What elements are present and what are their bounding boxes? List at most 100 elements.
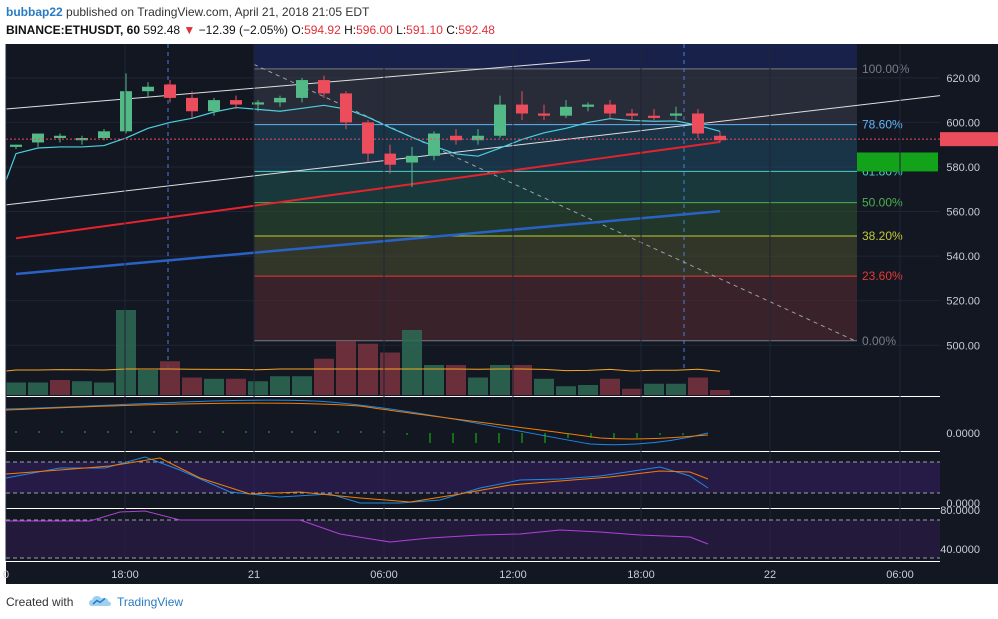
ma-slow-line — [15, 209, 721, 276]
volume-bar — [688, 377, 708, 395]
candle-body — [494, 104, 506, 136]
candle-body — [362, 122, 374, 154]
volume-bar — [270, 376, 290, 395]
fib-level-label: 100.00% — [862, 62, 910, 76]
volume-bar — [534, 378, 554, 395]
ma-fast-line — [5, 104, 721, 181]
fib-trend-line — [253, 64, 856, 342]
price-change: −12.39 (−2.05%) — [198, 23, 289, 37]
volume-bar — [644, 383, 664, 395]
volume-bar — [6, 382, 26, 395]
volume-bar — [468, 377, 488, 395]
candle-body — [604, 104, 616, 114]
volume-bar — [50, 380, 70, 395]
volume-bar — [182, 377, 202, 395]
macd-line — [5, 399, 709, 446]
tradingview-logo-icon[interactable] — [88, 593, 112, 609]
symbol-info: BINANCE:ETHUSDT, 60 592.48 ▼ −12.39 (−2.… — [6, 23, 495, 37]
volume-bar — [226, 378, 246, 395]
price-tick-label: 520.00 — [946, 296, 980, 308]
price-tick-label: 600.00 — [946, 117, 980, 129]
volume-bar — [336, 341, 356, 395]
high-value: 596.00 — [356, 23, 393, 37]
down-triangle-icon: ▼ — [183, 23, 196, 37]
candle-body — [472, 135, 484, 141]
last-price-tag — [940, 132, 998, 147]
low-value: 591.10 — [406, 23, 443, 37]
candle-body — [406, 155, 418, 163]
fib-level-label: 0.00% — [862, 334, 896, 348]
stoch-tick-label: 0.0000 — [946, 498, 980, 510]
stoch-band — [6, 462, 940, 493]
volume-bar — [424, 365, 444, 395]
price-tick-label: 620.00 — [946, 73, 980, 85]
macd-tick-label: 0.0000 — [946, 428, 980, 440]
fib-zone — [254, 171, 857, 203]
volume-bar — [314, 358, 334, 395]
stoch-d-line — [5, 457, 709, 503]
low-label: L: — [396, 23, 407, 37]
volume-bar — [292, 376, 312, 395]
volume-bar — [402, 330, 422, 395]
candle-body — [340, 93, 352, 123]
stoch-k-line — [5, 456, 709, 504]
time-tick-label: 06:00 — [370, 569, 398, 581]
fib-zone — [254, 236, 857, 277]
candle-body — [252, 102, 264, 105]
volume-bar — [116, 310, 136, 395]
author-name[interactable]: bubbap22 — [6, 5, 63, 19]
last-price: 592.48 — [143, 23, 181, 37]
volume-bar — [380, 352, 400, 395]
fib-zone — [254, 276, 857, 341]
publish-text: published on TradingView.com, April 21, … — [66, 5, 370, 19]
close-label: C: — [446, 23, 459, 37]
candle-body — [318, 80, 330, 94]
footer: Created with TradingView — [0, 586, 998, 619]
volume-bar — [160, 361, 180, 395]
macd-signal-line — [5, 402, 709, 440]
candle-body — [626, 113, 638, 116]
chart-canvas[interactable]: 100.00%78.60%61.80%50.00%38.20%23.60%0.0… — [0, 44, 998, 586]
volume-bar — [72, 381, 92, 395]
candle-body — [186, 97, 198, 112]
candle-body — [10, 144, 22, 147]
time-tick-label: 18:00 — [111, 569, 139, 581]
time-tick-label: 21 — [248, 569, 260, 581]
rsi-tick-label: 80.0000 — [940, 505, 980, 517]
price-tick-label: 500.00 — [946, 340, 980, 352]
fib-zone — [254, 202, 857, 237]
fib-level-label: 23.60% — [862, 269, 903, 283]
candle-body — [230, 100, 242, 105]
candle-body — [450, 135, 462, 141]
time-tick-label: 22 — [764, 569, 776, 581]
publish-info: bubbap22 published on TradingView.com, A… — [6, 5, 369, 19]
macd-pane — [6, 397, 940, 451]
volume-bar — [204, 378, 224, 395]
candle-body — [54, 135, 66, 138]
ma-mid-line — [15, 141, 721, 240]
time-tick-label: 12:00 — [499, 569, 527, 581]
price-tick-label: 580.00 — [946, 162, 980, 174]
volume-bar — [710, 390, 730, 395]
volume-bar — [622, 388, 642, 395]
candle-body — [538, 113, 550, 116]
price-tick-label: 560.00 — [946, 207, 980, 219]
chart-header: bubbap22 published on TradingView.com, A… — [0, 0, 998, 44]
volume-bar — [248, 381, 268, 395]
candle-body — [516, 104, 528, 114]
tradingview-link[interactable]: TradingView — [117, 595, 184, 609]
candle-body — [142, 86, 154, 92]
open-label: O: — [291, 23, 305, 37]
candle-body — [384, 153, 396, 165]
rsi-tick-label: 40.0000 — [940, 544, 980, 556]
high-label: H: — [344, 23, 357, 37]
volume-bar — [490, 365, 510, 395]
fib-highlight-box — [857, 152, 938, 172]
candle-body — [164, 84, 176, 98]
volume-ma-line — [5, 368, 721, 372]
volume-bar — [94, 382, 114, 395]
volume-bar — [666, 383, 686, 395]
volume-bar — [138, 370, 158, 395]
volume-bar — [28, 382, 48, 395]
volume-bar — [512, 365, 532, 395]
